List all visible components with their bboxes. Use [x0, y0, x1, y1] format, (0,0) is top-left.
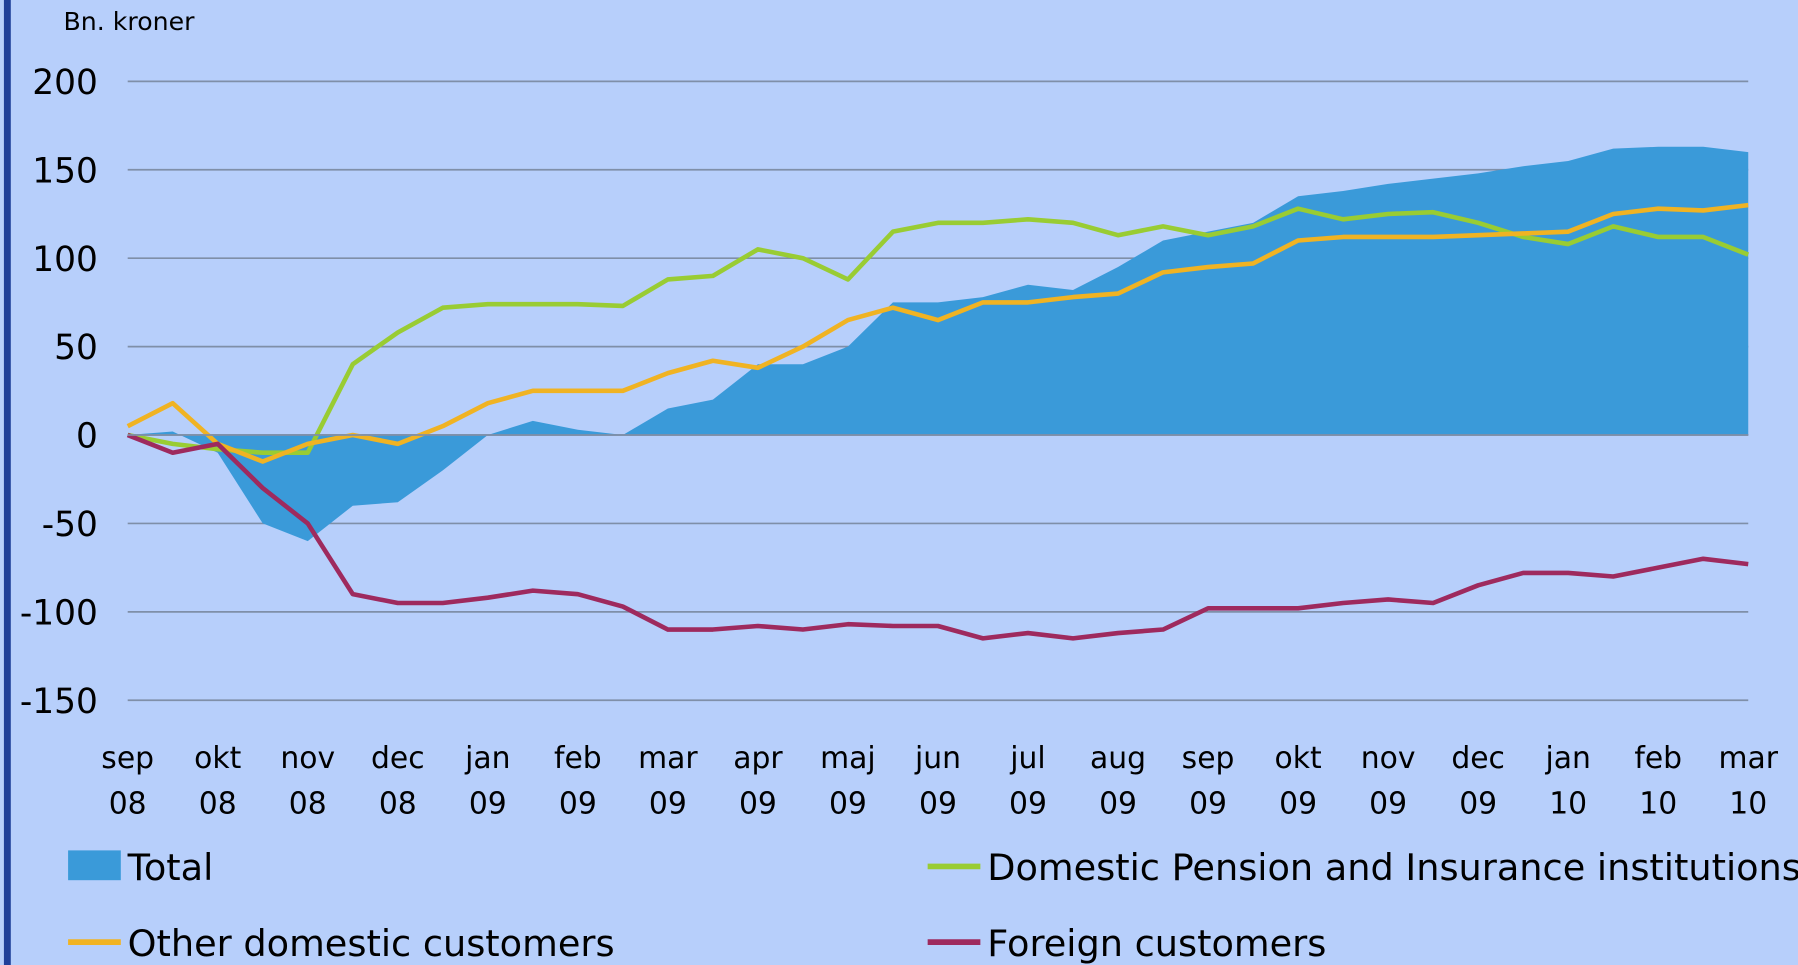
legend-label: Domestic Pension and Insurance instituti…: [987, 846, 1798, 889]
x-tick-label-line: 09: [829, 787, 867, 822]
x-tick-label-line: 10: [1549, 787, 1587, 822]
y-tick-label: 0: [76, 417, 98, 457]
x-tick-label-line: mar: [638, 741, 698, 776]
x-tick-label: jan 10: [1544, 741, 1590, 822]
x-tick-label-line: 08: [199, 787, 237, 822]
x-tick-label-line: jul: [1009, 741, 1045, 776]
x-tick-label: dec 09: [1451, 741, 1505, 822]
x-tick-label: sep 08: [101, 741, 154, 822]
x-tick-label: jun 09: [914, 741, 961, 822]
y-tick-label: 50: [54, 328, 98, 368]
x-tick-label: okt 08: [194, 741, 241, 822]
x-tick-label-line: 08: [289, 787, 327, 822]
x-tick-label-line: apr: [733, 741, 783, 776]
x-tick-label-line: 09: [1369, 787, 1407, 822]
y-tick-label: 200: [32, 63, 98, 103]
x-tick-label-line: nov: [1361, 741, 1416, 776]
x-tick-label-line: jun: [914, 741, 961, 776]
x-tick-label-line: feb: [1634, 741, 1682, 776]
x-tick-label-line: 09: [1189, 787, 1227, 822]
y-tick-label: -100: [20, 593, 98, 633]
x-tick-label-line: 09: [1009, 787, 1047, 822]
x-tick-label-line: feb: [554, 741, 602, 776]
x-tick-label-line: dec: [371, 741, 425, 776]
legend-swatch: [68, 850, 121, 881]
x-tick-label: nov 08: [280, 741, 335, 822]
x-tick-label-line: okt: [194, 741, 241, 776]
x-tick-label-line: 09: [919, 787, 957, 822]
x-tick-label-line: sep: [1182, 741, 1235, 776]
y-tick-label: -50: [42, 505, 98, 545]
y-tick-label: -150: [20, 682, 98, 722]
x-tick-label-line: 08: [379, 787, 417, 822]
x-tick-label: okt 09: [1275, 741, 1322, 822]
x-tick-label: mar 10: [1718, 741, 1778, 822]
x-tick-label: feb 09: [554, 741, 602, 822]
x-tick-label-line: mar: [1718, 741, 1778, 776]
y-tick-label: 150: [32, 151, 98, 191]
legend-label: Total: [127, 846, 214, 889]
x-tick-label-line: 09: [649, 787, 687, 822]
x-tick-label-line: 08: [109, 787, 147, 822]
x-tick-label-line: 09: [469, 787, 507, 822]
x-tick-label-line: 10: [1639, 787, 1677, 822]
x-tick-label-line: 09: [559, 787, 597, 822]
legend-label: Foreign customers: [987, 922, 1326, 965]
x-tick-label: nov 09: [1361, 741, 1416, 822]
x-tick-label-line: nov: [280, 741, 335, 776]
x-tick-label-line: 09: [1099, 787, 1137, 822]
line: [126, 432, 1749, 641]
x-tick-label: sep 09: [1182, 741, 1235, 822]
x-tick-label: dec 08: [371, 741, 425, 822]
y-axis-label: Bn. kroner: [64, 7, 196, 36]
x-tick-label-line: dec: [1451, 741, 1505, 776]
area: [127, 146, 1749, 542]
x-tick-label-line: maj: [820, 741, 876, 776]
x-tick-label: jul 09: [1009, 741, 1047, 822]
line: [127, 206, 1750, 455]
x-tick-label-line: sep: [101, 741, 154, 776]
x-tick-label-line: 10: [1729, 787, 1767, 822]
x-tick-label-line: aug: [1090, 741, 1146, 776]
x-tick-label-line: jan: [1544, 741, 1590, 776]
x-tick-label-line: okt: [1275, 741, 1322, 776]
x-tick-label: apr 09: [733, 741, 783, 822]
x-tick-label: maj 09: [820, 741, 876, 822]
y-tick-label: 100: [32, 240, 98, 280]
x-tick-label-line: jan: [464, 741, 510, 776]
x-tick-label: jan 09: [464, 741, 510, 822]
legend-label: Other domestic customers: [128, 922, 615, 965]
line: [126, 202, 1749, 464]
x-tick-label-line: 09: [739, 787, 777, 822]
x-tick-label: aug 09: [1090, 741, 1146, 822]
x-tick-label: mar 09: [638, 741, 698, 822]
side-stripe: [3, 0, 11, 965]
x-tick-label: feb 10: [1634, 741, 1682, 822]
x-tick-label-line: 09: [1279, 787, 1317, 822]
x-tick-label-line: 09: [1459, 787, 1497, 822]
